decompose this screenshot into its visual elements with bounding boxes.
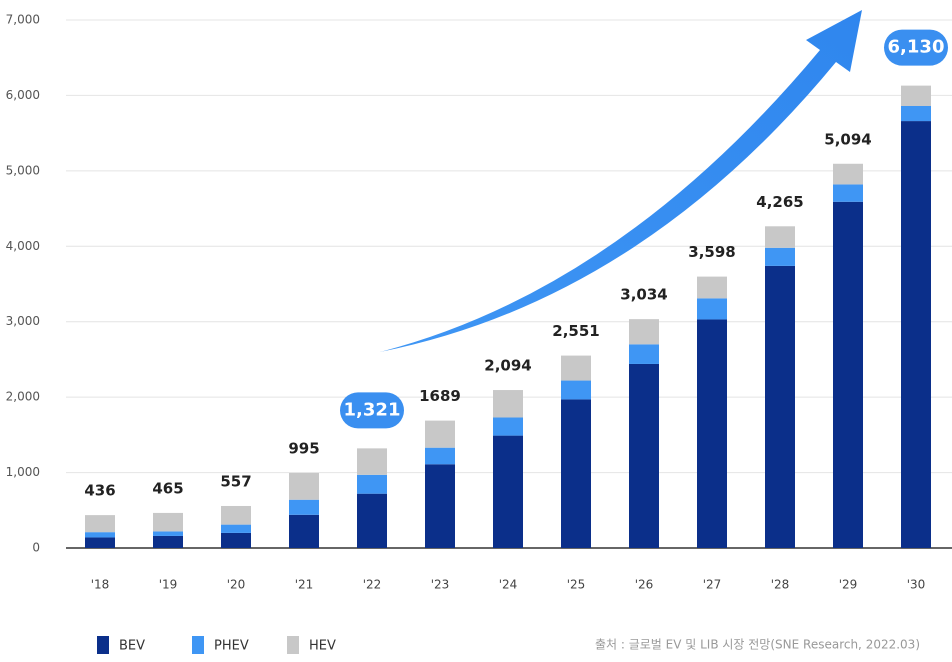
x-tick-label: '29 [839, 578, 858, 592]
legend-swatch [192, 636, 204, 654]
y-tick-label: 7,000 [6, 13, 40, 27]
x-tick-label: '20 [227, 578, 246, 592]
x-tick-label: '30 [907, 578, 926, 592]
bar-segment [493, 417, 523, 436]
bar-segment [629, 363, 659, 548]
source-note: 출처 : 글로벌 EV 및 LIB 시장 전망(SNE Research, 20… [595, 638, 920, 652]
x-tick-label: '18 [91, 578, 110, 592]
y-tick-label: 3,000 [6, 314, 40, 328]
bar-segment [153, 535, 183, 548]
x-tick-label: '25 [567, 578, 586, 592]
total-label: 3,034 [620, 286, 667, 304]
legend-label: BEV [119, 639, 145, 654]
bar-segment [357, 493, 387, 548]
bar-segment [85, 515, 115, 533]
bar-segment [357, 474, 387, 494]
bar-segment [833, 163, 863, 185]
growth-arrow [380, 10, 862, 352]
total-label: 436 [84, 482, 115, 500]
bar-segment [629, 319, 659, 345]
x-tick-label: '22 [363, 578, 382, 592]
bar-segment [561, 399, 591, 548]
total-label: 5,094 [824, 130, 871, 148]
x-tick-label: '21 [295, 578, 314, 592]
bar-segment [493, 435, 523, 548]
bar-segment [901, 85, 931, 106]
bar-segment [765, 226, 795, 248]
y-tick-label: 2,000 [6, 390, 40, 404]
bar-segment [425, 420, 455, 448]
total-label: 6,130 [888, 37, 945, 58]
total-label: 465 [152, 479, 183, 497]
total-label: 557 [220, 472, 251, 490]
x-tick-label: '26 [635, 578, 654, 592]
x-tick-label: '28 [771, 578, 790, 592]
bar-segment [221, 524, 251, 533]
total-label: 995 [288, 439, 319, 457]
bar-segment [153, 531, 183, 536]
bar-segment [561, 355, 591, 381]
bar-segment [289, 472, 319, 500]
bar-segment [697, 319, 727, 548]
bar-segment [221, 505, 251, 525]
total-label: 1,321 [344, 399, 401, 420]
bar-segment [425, 464, 455, 548]
bar-segment [493, 390, 523, 418]
bar-segment [765, 247, 795, 266]
bar-segment [561, 380, 591, 400]
y-tick-label: 4,000 [6, 239, 40, 253]
bar-segment [765, 265, 795, 548]
x-tick-label: '24 [499, 578, 518, 592]
total-label: 4,265 [756, 193, 803, 211]
highlight-pill [340, 392, 404, 429]
legend-swatch [287, 636, 299, 654]
y-tick-label: 5,000 [6, 163, 40, 177]
bar-segment [85, 537, 115, 548]
legend-swatch [97, 636, 109, 654]
bar-segment [697, 276, 727, 299]
y-tick-label: 0 [32, 541, 40, 555]
total-label: 3,598 [688, 243, 735, 261]
bar-segment [289, 499, 319, 515]
bar-segment [697, 298, 727, 320]
legend-label: HEV [309, 639, 336, 654]
bar-segment [629, 344, 659, 364]
y-tick-label: 1,000 [6, 465, 40, 479]
bar-segment [289, 514, 319, 548]
highlight-pill [884, 29, 948, 66]
total-label: 2,551 [552, 322, 599, 340]
bar-segment [901, 121, 931, 549]
bar-segment [357, 448, 387, 475]
bar-segment [833, 201, 863, 549]
bar-segment [833, 184, 863, 202]
total-label: 1689 [419, 387, 461, 405]
total-label: 2,094 [484, 357, 531, 375]
legend-label: PHEV [214, 639, 249, 654]
bar-segment [153, 512, 183, 532]
x-tick-label: '27 [703, 578, 722, 592]
bar-segment [85, 532, 115, 538]
y-tick-label: 6,000 [6, 88, 40, 102]
x-tick-label: '19 [159, 578, 178, 592]
bar-segment [901, 105, 931, 122]
bar-segment [221, 532, 251, 548]
bar-segment [425, 447, 455, 465]
x-tick-label: '23 [431, 578, 450, 592]
